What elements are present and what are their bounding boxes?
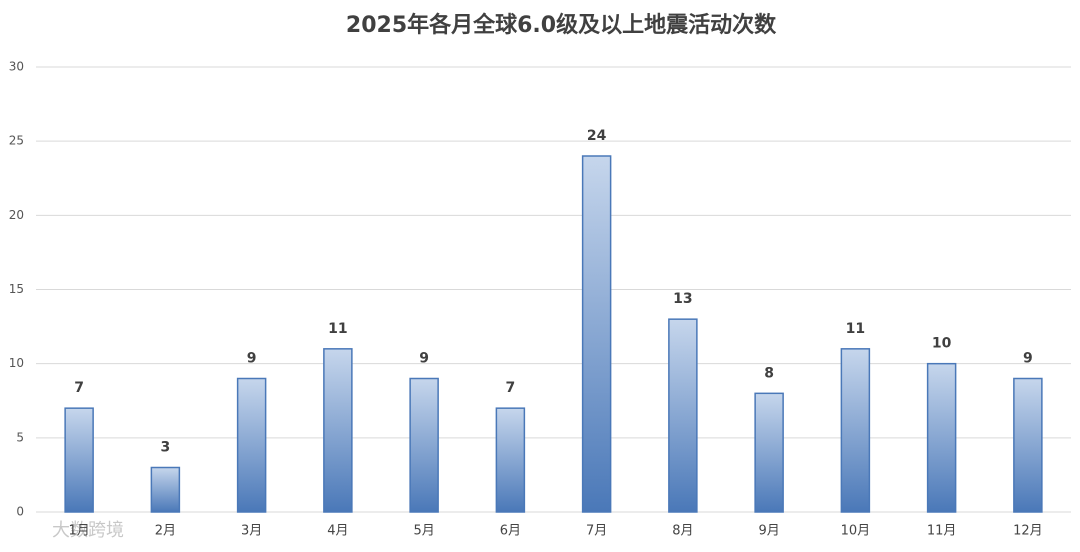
- bar: [64, 407, 94, 513]
- x-tick-label: 7月: [586, 524, 607, 539]
- data-label: 9: [419, 351, 429, 367]
- bar: [323, 348, 353, 513]
- y-tick-label: 10: [9, 356, 24, 370]
- data-label: 9: [247, 351, 257, 367]
- data-label: 8: [764, 365, 774, 381]
- y-tick-label: 20: [9, 208, 24, 222]
- bar: [495, 407, 526, 513]
- bar: [409, 377, 439, 513]
- x-tick-label: 9月: [758, 524, 779, 539]
- x-tick-label: 5月: [413, 524, 434, 539]
- bar: [150, 466, 181, 513]
- y-tick-label: 25: [9, 134, 24, 148]
- x-tick-label: 8月: [672, 524, 693, 539]
- data-label: 13: [673, 291, 692, 307]
- x-tick-label: 10月: [841, 524, 871, 539]
- x-tick-label: 1月: [68, 524, 89, 539]
- y-tick-label: 5: [16, 430, 24, 444]
- x-tick-label: 2月: [155, 524, 176, 539]
- data-label: 11: [846, 321, 865, 337]
- bar: [581, 155, 612, 513]
- bar: [236, 377, 267, 513]
- bar: [754, 392, 784, 513]
- x-tick-label: 4月: [327, 524, 348, 539]
- data-label: 11: [328, 321, 347, 337]
- bar: [668, 318, 698, 513]
- x-tick-label: 12月: [1013, 524, 1043, 539]
- x-tick-label: 11月: [927, 524, 957, 539]
- data-label: 24: [587, 128, 607, 144]
- watermark: 大数跨境: [52, 520, 124, 541]
- data-label: 9: [1023, 351, 1033, 367]
- data-label: 7: [506, 380, 516, 396]
- data-label: 10: [932, 336, 952, 352]
- bar: [840, 348, 871, 513]
- y-tick-label: 30: [9, 60, 24, 74]
- data-label: 3: [161, 440, 171, 456]
- y-tick-label: 15: [9, 282, 24, 296]
- data-label: 7: [74, 380, 84, 396]
- bar: [1013, 377, 1043, 513]
- x-tick-label: 3月: [241, 524, 262, 539]
- chart-title: 2025年各月全球6.0级及以上地震活动次数: [346, 12, 777, 38]
- bar: [926, 362, 957, 513]
- y-tick-label: 0: [16, 505, 24, 519]
- x-tick-label: 6月: [500, 524, 521, 539]
